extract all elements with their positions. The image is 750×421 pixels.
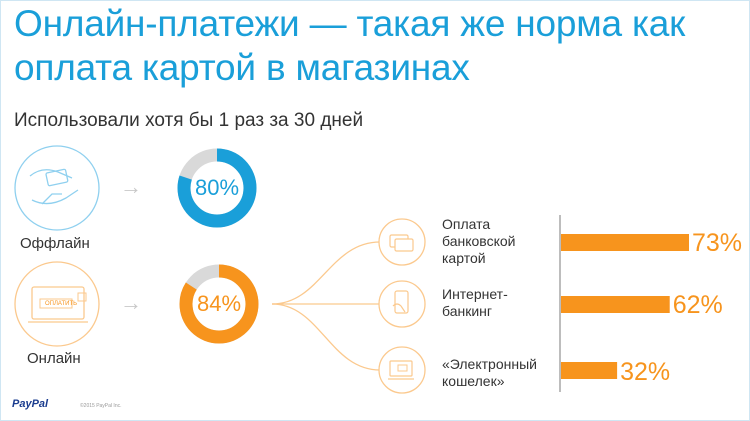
slide-subtitle: Использовали хотя бы 1 раз за 30 дней [14,110,364,131]
online-label: Онлайн [27,350,81,367]
arrow-right-icon: → [120,174,142,199]
donut-offline [177,148,257,228]
donut-slice [177,148,257,228]
pay-button-text: ОПЛАТИТЬ [45,301,78,307]
bar-value-label: 73% [692,229,743,257]
copyright-text: ©2015 PayPal Inc. [80,403,122,409]
bar [561,296,670,313]
arrow-right-icon: → [120,290,142,315]
donut-online-label: 84% [196,291,242,316]
bar-series [561,234,689,379]
bar-category-label: Оплата банковской картой [442,216,516,266]
paypal-logo: PayPal [12,398,49,410]
internet-banking-icon [378,280,426,328]
bar [561,234,689,251]
offline-payment-icon [14,145,100,231]
slide-title: Онлайн-платежи — такая же норма как опла… [14,3,686,88]
e-wallet-icon [378,346,426,394]
bar [561,362,618,379]
donut-offline-label: 80% [194,175,240,200]
bar-category-label: Интернет-банкинг [442,286,508,319]
bank-card-icon [378,218,426,266]
donut-slice [179,264,259,344]
bar-category-label: «Электронный кошелек» [442,356,537,389]
bar-value-label: 62% [672,291,723,319]
connector-lines [271,241,381,371]
bar-value-label: 32% [620,358,671,386]
online-payment-icon [14,261,100,347]
donut-online [179,264,259,344]
offline-label: Оффлайн [20,235,90,252]
